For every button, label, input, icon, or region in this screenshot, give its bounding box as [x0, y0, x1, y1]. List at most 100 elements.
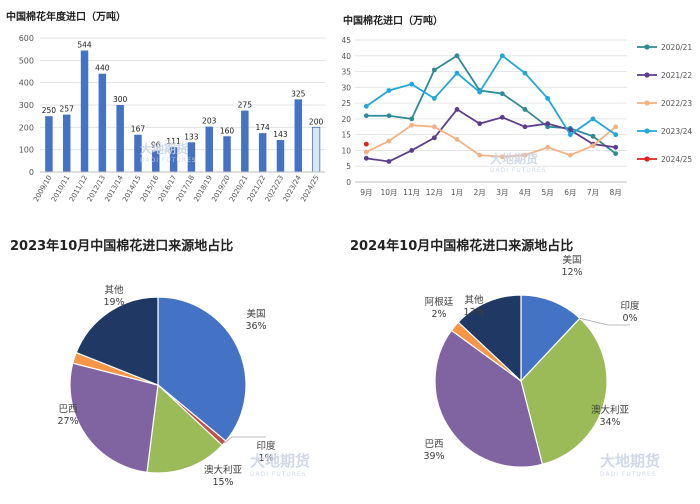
line-series-point: [590, 143, 596, 149]
line-series-point: [545, 95, 551, 101]
pie-slice-value: 36%: [245, 321, 266, 332]
bar: [98, 73, 107, 172]
line-series-point: [431, 135, 437, 141]
bar-data-label: 544: [77, 41, 92, 50]
line-y-tick-label: 0: [346, 178, 351, 187]
pie-slice-label: 澳大利亚: [204, 464, 243, 476]
watermark-subtext: DADI FUTURES: [490, 167, 547, 174]
pie-slice-value: 2%: [431, 309, 446, 320]
bar: [311, 126, 321, 173]
line-series-point: [499, 91, 505, 97]
legend-label: 2023/24: [661, 127, 692, 136]
line-x-tick-label: 6月: [564, 188, 576, 197]
bar-y-tick-label: 200: [19, 123, 34, 132]
line-x-tick-label: 9月: [360, 188, 372, 197]
line-series-path: [366, 54, 617, 155]
bar-data-label: 250: [42, 106, 57, 115]
bar: [80, 50, 89, 172]
pie-slice-value: 19%: [103, 297, 124, 308]
bar: [205, 126, 213, 172]
line-series-point: [363, 141, 369, 147]
watermark-subtext: DADI FUTURES: [600, 471, 657, 478]
bar: [223, 136, 231, 172]
bar-data-label: 160: [220, 126, 235, 135]
legend-marker: [644, 128, 650, 134]
pie-slice-label: 巴西: [58, 404, 77, 415]
bar-data-label: 300: [113, 95, 128, 104]
line-series-point: [499, 154, 505, 160]
line-series-point: [522, 70, 528, 76]
line-series-point: [613, 151, 619, 157]
line-series-point: [567, 152, 573, 158]
pie-leader-line: [223, 436, 266, 444]
bar-chart-svg: 01002003004005006002502009/102572010/115…: [19, 34, 325, 203]
bar: [45, 116, 53, 172]
legend-marker: [644, 100, 650, 106]
line-series-point: [522, 124, 528, 130]
watermark-logo: 大地期货 DADI FUTURES: [600, 450, 660, 478]
line-series-point: [431, 95, 437, 101]
line-series-point: [545, 144, 551, 150]
pie-slice-label: 巴西: [424, 439, 443, 450]
legend-label: 2024/25: [661, 155, 692, 164]
bar-data-label: 203: [202, 117, 217, 126]
line-series-point: [477, 89, 483, 95]
line-series-point: [454, 107, 460, 112]
line-x-tick-label: 10月: [380, 188, 397, 197]
line-y-tick-label: 20: [341, 115, 351, 124]
line-y-tick-label: 5: [346, 162, 351, 171]
source-share-pie-2023: 2023年10月中国棉花进口来源地占比 美国 36% 印度 1% 澳大利亚 15% 巴西 27…: [0, 225, 350, 500]
bar: [169, 147, 178, 172]
pie-2023-title: 2023年10月中国棉花进口来源地占比: [10, 239, 234, 254]
line-series-point: [613, 132, 619, 138]
watermark-text: 大地期货: [490, 152, 539, 166]
line-series-point: [454, 70, 460, 76]
line-x-tick-label: 8月: [610, 188, 622, 197]
pie-slice: [457, 294, 522, 383]
line-series-point: [567, 132, 573, 138]
bar-data-label: 167: [131, 125, 146, 134]
watermark-logo: 大地期货 DADI FUTURES: [250, 450, 310, 478]
watermark-subtext: DADI FUTURES: [140, 157, 197, 164]
line-series-point: [363, 103, 369, 109]
legend-marker: [644, 72, 650, 78]
pie-slice-label: 美国: [246, 308, 265, 320]
bar-y-tick-label: 400: [19, 79, 34, 88]
line-series-point: [386, 159, 392, 164]
line-series-point: [409, 116, 415, 122]
line-series-point: [477, 121, 483, 127]
line-series-path: [365, 124, 617, 158]
line-y-tick-label: 30: [341, 83, 351, 92]
bar-data-label: 133: [184, 132, 199, 141]
bar-data-label: 200: [309, 117, 324, 126]
annual-import-bar-chart: 中国棉花年度进口（万吨） 0 100 200 300 400 500 600 250 2009/…: [0, 0, 335, 220]
line-x-tick-label: 5月: [542, 188, 554, 197]
pie-slice: [69, 362, 159, 473]
pie-slice-value: 13%: [463, 307, 484, 318]
pie-slice: [157, 296, 247, 442]
bar-data-label: 143: [273, 130, 288, 139]
bar-data-label: 174: [255, 123, 270, 132]
line-x-tick-label: 4月: [519, 188, 531, 197]
pie-slice-value: 27%: [57, 416, 78, 427]
line-series-path: [365, 54, 617, 136]
line-x-tick-label: 3月: [496, 188, 508, 197]
pie-slice-label: 澳大利亚: [591, 404, 630, 416]
watermark-logo: 大地期货 DADI FUTURES: [140, 140, 197, 164]
line-series-point: [499, 53, 505, 59]
pie-slice: [75, 296, 159, 386]
line-x-tick-label: 11月: [403, 188, 420, 197]
line-y-tick-label: 15: [341, 131, 351, 140]
line-series-point: [522, 152, 528, 158]
legend-label: 2021/22: [661, 71, 692, 80]
bar-y-tick-label: 600: [19, 34, 34, 43]
line-x-tick-label: 1月: [451, 188, 463, 197]
line-series-point: [522, 107, 528, 112]
line-series-point: [590, 116, 596, 122]
line-series-point: [409, 81, 415, 87]
bar: [294, 99, 303, 172]
line-x-tick-label: 12月: [426, 188, 443, 197]
line-series-point: [431, 67, 437, 73]
